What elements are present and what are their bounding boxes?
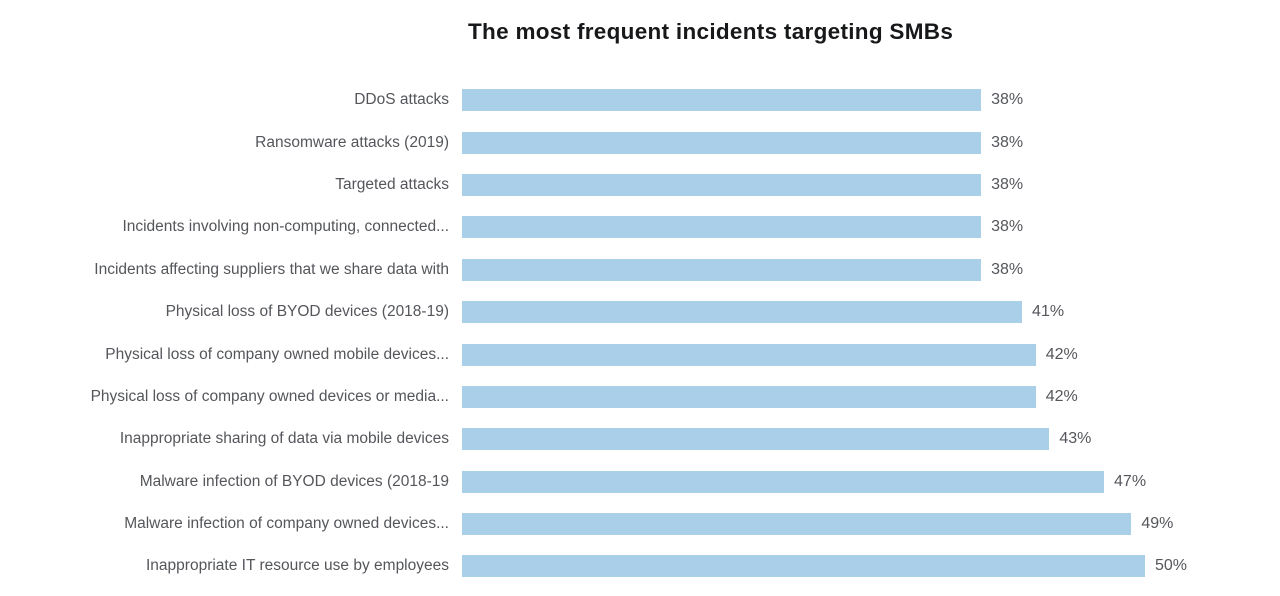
bar: [462, 131, 982, 154]
chart-row: Inappropriate IT resource use by employe…: [0, 545, 1280, 587]
bar: [462, 301, 1023, 324]
value-label: 42%: [1045, 345, 1078, 363]
category-label: Incidents involving non-computing, conne…: [122, 218, 449, 236]
bar: [462, 216, 982, 239]
bar: [462, 428, 1050, 451]
value-label: 47%: [1114, 472, 1147, 490]
value-label: 50%: [1155, 557, 1188, 575]
bar: [462, 385, 1036, 408]
chart-row: Physical loss of company owned mobile de…: [0, 333, 1280, 375]
category-label: Physical loss of company owned devices o…: [90, 387, 449, 405]
bar-chart: DDoS attacks 38% Ransomware attacks (2019)…: [0, 79, 1280, 588]
bar: [462, 555, 1145, 578]
chart-title: The most frequent incidents targeting SM…: [468, 19, 954, 44]
chart-row: Inappropriate sharing of data via mobile…: [0, 418, 1280, 460]
category-label: Inappropriate IT resource use by employe…: [146, 557, 449, 575]
category-label: Inappropriate sharing of data via mobile…: [119, 430, 449, 448]
value-label: 38%: [991, 218, 1024, 236]
category-label: Incidents affecting suppliers that we sh…: [94, 260, 449, 278]
category-label: DDoS attacks: [354, 91, 449, 109]
category-label: Malware infection of BYOD devices (2018-…: [139, 472, 449, 490]
bar: [462, 89, 982, 112]
bar: [462, 513, 1132, 536]
value-label: 43%: [1059, 430, 1092, 448]
bar: [462, 470, 1105, 493]
value-label: 41%: [1032, 303, 1065, 321]
chart-row: Malware infection of BYOD devices (2018-…: [0, 461, 1280, 503]
chart-row: Physical loss of BYOD devices (2018-19) 4…: [0, 291, 1280, 333]
category-label: Malware infection of company owned devic…: [124, 515, 449, 533]
value-label: 38%: [991, 175, 1024, 193]
chart-row: Malware infection of company owned devic…: [0, 503, 1280, 545]
bar: [462, 343, 1036, 366]
category-label: Physical loss of company owned mobile de…: [105, 345, 449, 363]
chart-row: Incidents involving non-computing, conne…: [0, 206, 1280, 248]
bar: [462, 173, 982, 196]
chart-row: Ransomware attacks (2019) 38%: [0, 121, 1280, 163]
chart-row: Targeted attacks 38%: [0, 164, 1280, 206]
chart-row: DDoS attacks 38%: [0, 79, 1280, 121]
value-label: 49%: [1141, 515, 1174, 533]
category-label: Physical loss of BYOD devices (2018-19): [165, 303, 449, 321]
category-label: Ransomware attacks (2019): [255, 133, 449, 151]
chart-row: Physical loss of company owned devices o…: [0, 376, 1280, 418]
bar: [462, 258, 982, 281]
value-label: 38%: [991, 91, 1024, 109]
value-label: 42%: [1045, 387, 1078, 405]
value-label: 38%: [991, 260, 1024, 278]
value-label: 38%: [991, 133, 1024, 151]
chart-row: Incidents affecting suppliers that we sh…: [0, 249, 1280, 291]
category-label: Targeted attacks: [335, 175, 449, 193]
